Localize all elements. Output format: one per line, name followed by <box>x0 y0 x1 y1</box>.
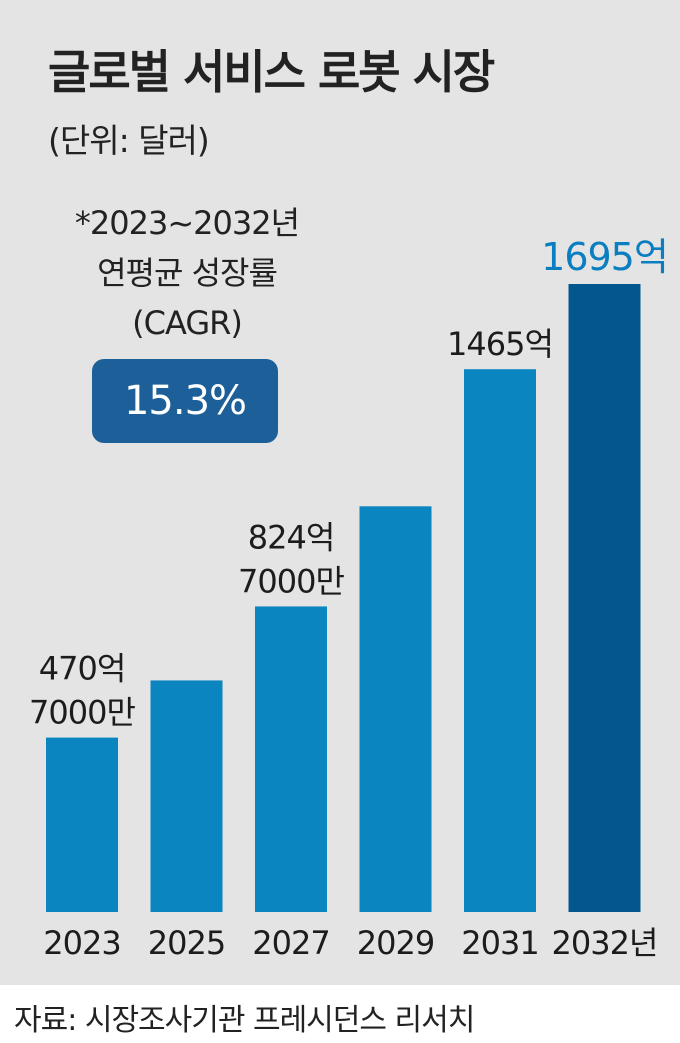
source-note: 자료: 시장조사기관 프레시던스 리서치 <box>14 1003 475 1038</box>
bar-2031 <box>464 369 536 912</box>
bar-value-label: 1695억 <box>541 235 668 279</box>
bar-2025 <box>150 680 223 912</box>
cagr-value-badge: 15.3% <box>92 359 278 443</box>
x-tick-label: 2025 <box>148 924 225 962</box>
unit-note: (단위: 달러) <box>48 121 210 160</box>
cagr-note-line: 연평균 성장률 <box>97 254 278 292</box>
bar-value-label: 470억 <box>39 650 126 688</box>
bar-value-label: 7000만 <box>29 694 135 732</box>
cagr-note-line: *2023~2032년 <box>74 204 300 242</box>
x-tick-label: 2031 <box>461 924 538 962</box>
bar-value-label: 7000만 <box>238 562 344 600</box>
bar-value-label: 1465억 <box>447 325 553 363</box>
x-tick-label: 2027 <box>252 924 329 962</box>
bar-2029 <box>359 506 432 912</box>
bar-value-label: 824억 <box>248 518 335 556</box>
x-tick-label: 2032년 <box>552 924 658 962</box>
cagr-note: *2023~2032년 연평균 성장률 (CAGR) <box>42 198 332 348</box>
bar-2027 <box>255 606 327 912</box>
chart-title: 글로벌 서비스 로봇 시장 <box>48 45 495 99</box>
bar-2023 <box>46 737 118 912</box>
bar-2032년 <box>568 284 641 912</box>
bar-chart: 2023 470억 7000만 2025 2027 824억 7000만 2029 2031 14… <box>29 235 669 962</box>
x-tick-label: 2023 <box>43 924 120 962</box>
cagr-note-line: (CAGR) <box>132 304 243 342</box>
x-tick-label: 2029 <box>357 924 434 962</box>
